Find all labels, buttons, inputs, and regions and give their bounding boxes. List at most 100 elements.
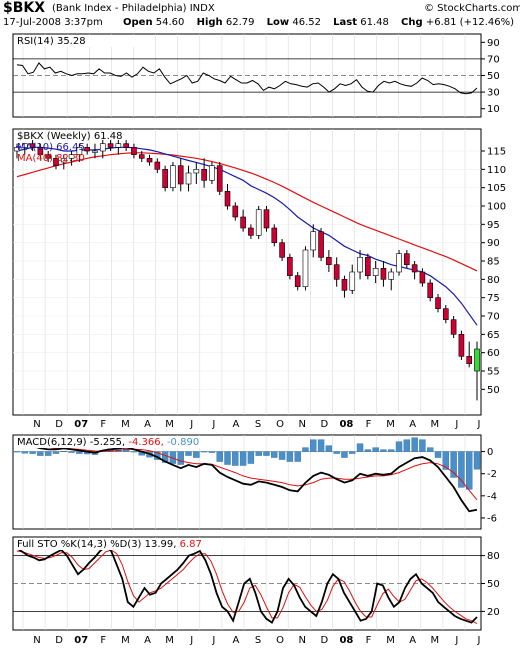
candle-body bbox=[107, 143, 114, 148]
price-axis-tick-label: 110 bbox=[487, 165, 506, 176]
month-label: J bbox=[189, 419, 193, 430]
open-value: 54.60 bbox=[155, 17, 185, 28]
month-label: J bbox=[211, 635, 215, 646]
macd-histogram-bar bbox=[395, 441, 403, 452]
candle-body bbox=[404, 253, 410, 265]
candle-body bbox=[84, 147, 90, 152]
macd-histogram-bar bbox=[294, 451, 301, 462]
macd-panel bbox=[12, 434, 482, 530]
candle-body bbox=[372, 268, 379, 276]
macd-histogram-bar bbox=[216, 451, 223, 462]
month-label: N bbox=[33, 419, 40, 430]
macd-histogram-bar bbox=[247, 451, 255, 464]
candle-body bbox=[279, 242, 285, 258]
macd-histogram-bar bbox=[185, 451, 192, 456]
macd-histogram-bar bbox=[341, 451, 348, 458]
macd-histogram-bar bbox=[372, 447, 379, 452]
macd-histogram-bar bbox=[349, 451, 356, 454]
macd-histogram-bar bbox=[68, 451, 75, 453]
macd-axis-tick-label: -4 bbox=[487, 491, 497, 502]
chg-label: Chg bbox=[401, 17, 423, 28]
sto-k-value: Full STO %K(14,3) %D(3) 13.99, bbox=[17, 539, 180, 550]
macd-title-value: MACD(6,12,9) -5.255, bbox=[17, 437, 128, 448]
sto-axis-tick-label: 80 bbox=[487, 551, 500, 562]
candle-body bbox=[294, 275, 301, 287]
macd-histogram-bar bbox=[44, 451, 52, 456]
index-name: (Bank Index - Philadelphia) INDX bbox=[52, 3, 215, 14]
candle-body bbox=[224, 191, 231, 207]
macd-histogram-bar bbox=[325, 445, 333, 452]
month-label: J bbox=[477, 635, 481, 646]
price-axis-tick-label: 80 bbox=[487, 275, 500, 286]
candle-body bbox=[193, 169, 200, 174]
month-label: O bbox=[276, 635, 284, 646]
candle-body bbox=[146, 158, 153, 163]
price-axis-tick-label: 90 bbox=[487, 238, 500, 249]
low-value: 46.52 bbox=[292, 17, 321, 28]
macd-histogram-bar bbox=[37, 451, 44, 456]
candle-body bbox=[29, 143, 36, 148]
macd-histogram-bar bbox=[255, 451, 262, 456]
rsi-title-bg bbox=[14, 35, 134, 47]
candle-body bbox=[466, 356, 473, 364]
candle-body bbox=[21, 143, 28, 148]
candle-body bbox=[248, 227, 254, 236]
price-axis-tick-label: 95 bbox=[487, 220, 500, 231]
macd-line bbox=[16, 442, 478, 513]
month-label: J bbox=[211, 419, 215, 430]
price-axis-tick-label: 105 bbox=[487, 183, 506, 194]
macd-histogram-bar bbox=[310, 439, 317, 452]
month-label: J bbox=[189, 635, 193, 646]
rsi-axis-tick-label: 10 bbox=[487, 104, 500, 115]
candle-body bbox=[341, 279, 348, 291]
last-label: Last bbox=[333, 17, 358, 28]
low-label: Low bbox=[266, 17, 290, 28]
candle-body bbox=[326, 257, 332, 265]
rsi-title: RSI(14) 35.28 bbox=[17, 36, 86, 47]
price-axis-tick-label: 75 bbox=[487, 293, 500, 304]
candle-body bbox=[216, 165, 223, 192]
month-label: J bbox=[454, 635, 458, 646]
candle-body bbox=[419, 271, 426, 284]
candle-body bbox=[396, 253, 402, 273]
macd-histogram-bar bbox=[458, 451, 465, 488]
month-label: J bbox=[477, 419, 481, 430]
price-title: $BKX (Weekly) 61.48 bbox=[17, 131, 123, 142]
candle-body bbox=[53, 158, 59, 166]
candle-body bbox=[388, 271, 395, 280]
price-panel bbox=[12, 128, 482, 416]
macd-axis-tick-label: -2 bbox=[487, 469, 497, 480]
month-label: M bbox=[165, 635, 174, 646]
sto-axis-tick-label: 20 bbox=[487, 607, 500, 618]
candle-body bbox=[450, 319, 457, 335]
macd-histogram-bar bbox=[130, 451, 138, 453]
month-label: 08 bbox=[339, 419, 353, 430]
rsi-axis-tick-label: 70 bbox=[487, 54, 500, 65]
candle-body bbox=[201, 169, 207, 181]
macd-histogram-bar bbox=[239, 451, 247, 466]
sto-d-value: 6.87 bbox=[180, 539, 202, 550]
last-candle bbox=[474, 348, 480, 372]
rsi-axis-tick-label: 30 bbox=[487, 88, 500, 99]
symbol-label: $BKX bbox=[3, 0, 46, 16]
macd-title: MACD(6,12,9) -5.255, -4.366, -0.890 bbox=[17, 437, 199, 448]
ma40-legend: MA(40) 82.30 bbox=[17, 153, 85, 164]
macd-histogram-bar bbox=[193, 451, 200, 458]
price-axis-tick-label: 65 bbox=[487, 330, 500, 341]
month-label: M bbox=[430, 419, 439, 430]
macd-axis-tick-label: -6 bbox=[487, 513, 497, 524]
candle-body bbox=[154, 161, 161, 170]
month-label: A bbox=[409, 635, 416, 646]
candle-body bbox=[232, 205, 239, 218]
candle-body bbox=[209, 165, 215, 181]
month-label: M bbox=[386, 419, 395, 430]
macd-histogram-bar bbox=[208, 451, 216, 453]
candle-body bbox=[435, 297, 441, 309]
month-label: D bbox=[320, 635, 328, 646]
macd-histogram-bar bbox=[60, 450, 67, 452]
macd-histogram-bar bbox=[263, 451, 270, 456]
macd-histogram-bar bbox=[286, 451, 294, 462]
open-label: Open bbox=[123, 17, 153, 28]
month-label: A bbox=[409, 419, 416, 430]
